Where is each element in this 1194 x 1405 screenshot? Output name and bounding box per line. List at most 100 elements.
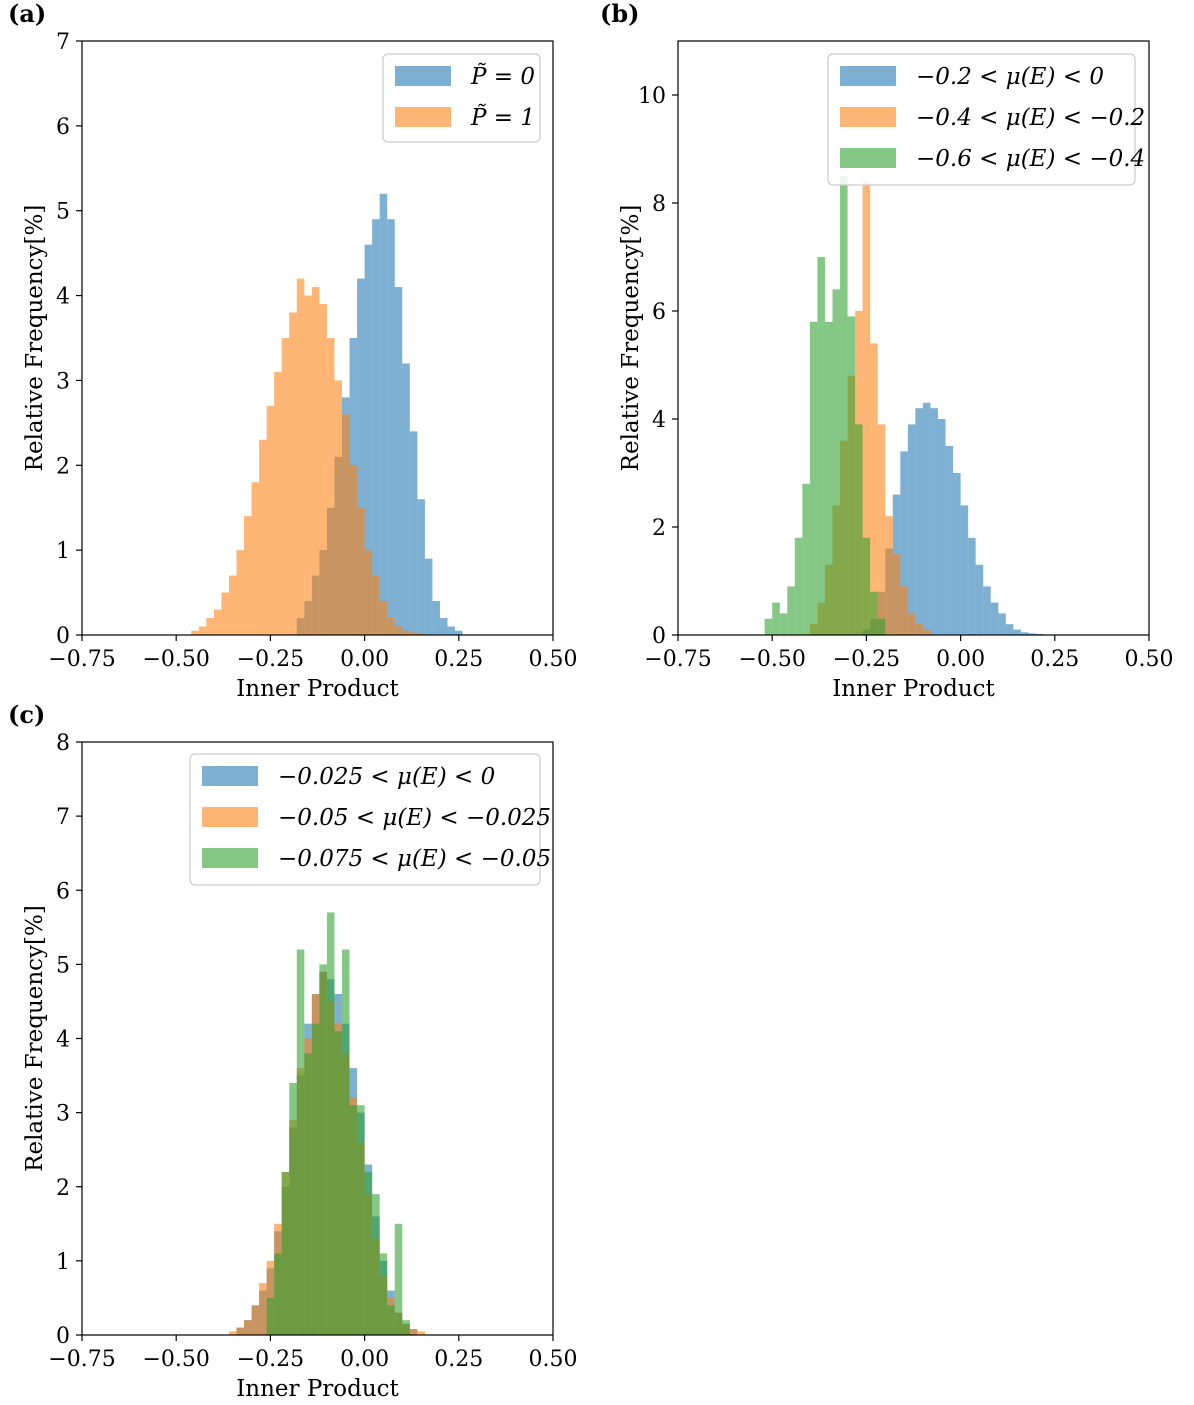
legend: −0.025 < μ(E) < 0 −0.05 < μ(E) < −0.025 −0…: [189, 753, 551, 886]
histogram-bar: [341, 949, 350, 1335]
histogram-bar: [244, 1320, 252, 1335]
axes-frame: [81, 40, 554, 636]
x-tick-label: 0.50: [1125, 647, 1174, 672]
histogram-bar: [274, 371, 282, 635]
histogram-bar: [779, 613, 788, 635]
histogram-bar: [311, 287, 320, 635]
histogram-bar: [794, 537, 803, 635]
histogram-bar: [915, 408, 923, 635]
histogram-bar: [455, 630, 463, 635]
histogram-bar: [960, 505, 969, 635]
histogram-bar: [968, 537, 976, 635]
histogram-bar: [998, 613, 1006, 635]
histogram-bar: [379, 601, 388, 635]
histogram-bar: [447, 626, 456, 635]
histogram-bar: [855, 424, 863, 635]
histogram-bar: [945, 446, 954, 635]
x-tick-label: 0.00: [340, 647, 389, 672]
chart-panel: (c) −0.75 −0.50 −0.25 0.00 0.25 0.50 0 1 2 3 4 5 6 7 8 I…: [8, 700, 577, 1402]
y-tick-label: 0: [56, 624, 70, 649]
histogram-bar: [198, 626, 207, 635]
histogram-bar: [296, 949, 305, 1335]
histogram-bar: [862, 537, 871, 635]
histogram-bar: [394, 626, 403, 635]
y-tick-label: 2: [652, 516, 666, 541]
histogram-bar: [402, 630, 410, 635]
legend: P̃ = 0 P̃ = 1: [382, 53, 541, 143]
legend-box: [827, 53, 1136, 186]
x-tick-label: 0.25: [434, 1347, 483, 1372]
histogram-bar: [274, 1253, 282, 1335]
legend-entry-label: −0.6 < μ(E) < −0.4: [916, 146, 1145, 172]
histogram-bar: [326, 338, 335, 635]
histogram-bar: [417, 1331, 425, 1335]
histogram-bar: [877, 424, 886, 635]
x-tick-label: 0.00: [340, 1347, 389, 1372]
histogram-bar: [937, 419, 946, 635]
histogram-bar: [349, 1105, 358, 1335]
histogram-bar: [885, 516, 893, 635]
histogram-bar: [266, 1297, 275, 1335]
x-tick-label: −0.50: [142, 647, 209, 672]
legend: −0.2 < μ(E) < 0 −0.4 < μ(E) < −0.2 −0.6 < …: [827, 53, 1145, 186]
bars-group: [228, 912, 425, 1335]
histogram-bar: [364, 550, 373, 635]
histogram-bar: [439, 618, 448, 635]
histogram-bar: [304, 295, 312, 635]
x-axis-label: Inner Product: [236, 1376, 399, 1402]
legend-entry-label: P̃ = 0: [470, 64, 535, 90]
histogram-bar: [357, 507, 365, 635]
histogram-bar: [432, 601, 440, 635]
histogram-bar: [357, 278, 365, 635]
legend-swatch-blue: [840, 66, 896, 86]
histogram-bar: [334, 1031, 342, 1335]
histogram-bar: [900, 451, 908, 635]
x-tick-label: 0.25: [434, 647, 483, 672]
histogram-bar: [394, 287, 403, 635]
y-tick-label: 0: [56, 1324, 70, 1349]
histogram-bar: [236, 1327, 245, 1335]
y-tick-label: 10: [638, 84, 666, 109]
x-tick-label: −0.25: [237, 1347, 304, 1372]
y-axis-label: Relative Frequency[%]: [22, 905, 48, 1172]
x-tick-label: −0.75: [644, 647, 711, 672]
histogram-bar: [809, 321, 818, 635]
histogram-bar: [1013, 629, 1021, 635]
histogram-bar: [402, 363, 410, 635]
histogram-bar: [409, 431, 418, 635]
histogram-bar: [892, 554, 901, 635]
y-tick-label: 6: [56, 115, 70, 140]
histogram-bar: [772, 602, 780, 635]
histogram-bar: [213, 609, 222, 635]
legend-entry-label: −0.2 < μ(E) < 0: [916, 64, 1104, 90]
histogram-bar: [364, 1171, 373, 1335]
histogram-bar: [191, 630, 199, 635]
histogram-bar: [221, 592, 229, 635]
legend-entry-label: −0.025 < μ(E) < 0: [278, 764, 495, 790]
y-tick-label: 6: [56, 879, 70, 904]
histogram-bar: [409, 632, 418, 635]
y-tick-label: 0: [652, 624, 666, 649]
histogram-bar: [930, 408, 938, 635]
histogram-bar: [764, 618, 773, 635]
x-axis-label: Inner Product: [832, 676, 995, 702]
histogram-bar: [326, 912, 335, 1335]
legend-swatch-blue: [395, 66, 451, 86]
y-tick-label: 8: [652, 192, 666, 217]
histogram-bar: [387, 219, 395, 635]
histogram-bar: [394, 1223, 403, 1335]
panel-label: (a): [8, 0, 46, 28]
histogram-bar: [922, 629, 931, 635]
legend-swatch-blue: [202, 766, 258, 786]
histogram-bar: [311, 1023, 320, 1335]
x-tick-label: −0.75: [48, 647, 115, 672]
legend-entry-label: −0.4 < μ(E) < −0.2: [916, 105, 1145, 131]
histogram-bar: [372, 219, 380, 635]
y-tick-label: 8: [56, 731, 70, 756]
histogram-bar: [379, 193, 388, 635]
chart-panel: (b) −0.75 −0.50 −0.25 0.00 0.25 0.50 0 2 4 6 8 10 Inn…: [600, 0, 1173, 702]
histogram-bar: [236, 550, 245, 635]
histogram-bar: [817, 257, 825, 635]
bars-group: [764, 176, 1044, 635]
